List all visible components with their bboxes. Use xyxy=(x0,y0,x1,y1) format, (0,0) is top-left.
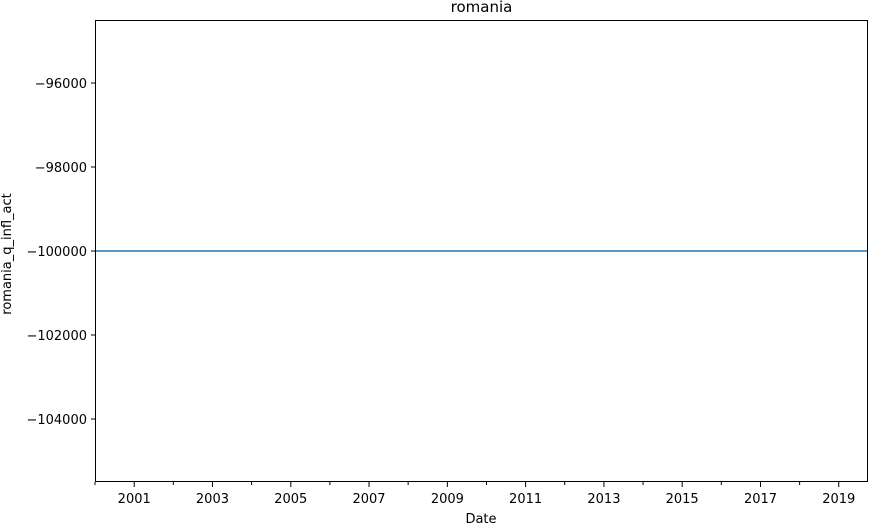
y-axis: −96000 −98000 −100000 −102000 −104000 xyxy=(26,77,95,428)
plot-frame xyxy=(95,20,868,482)
x-tick-label: 2005 xyxy=(274,492,307,507)
y-tick-label: −104000 xyxy=(26,413,87,428)
x-tick-label: 2019 xyxy=(822,492,855,507)
x-tick-label: 2009 xyxy=(431,492,464,507)
x-tick-label: 2017 xyxy=(744,492,777,507)
x-tick-label: 2013 xyxy=(587,492,620,507)
x-tick-label: 2011 xyxy=(509,492,542,507)
x-axis: 2001 2003 2005 2007 2009 2011 2013 2015 2017 2019 xyxy=(94,482,855,507)
y-tick-label: −98000 xyxy=(35,161,87,176)
y-tick-label: −100000 xyxy=(26,245,87,260)
y-tick-label: −96000 xyxy=(35,77,87,92)
x-tick-label: 2001 xyxy=(118,492,151,507)
x-tick-label: 2007 xyxy=(352,492,385,507)
y-axis-label: romania_q_infl_act xyxy=(0,193,15,314)
chart-title: romania xyxy=(451,0,513,16)
x-tick-label: 2015 xyxy=(666,492,699,507)
y-tick-label: −102000 xyxy=(26,329,87,344)
x-tick-label: 2003 xyxy=(196,492,229,507)
x-axis-label: Date xyxy=(465,512,496,525)
